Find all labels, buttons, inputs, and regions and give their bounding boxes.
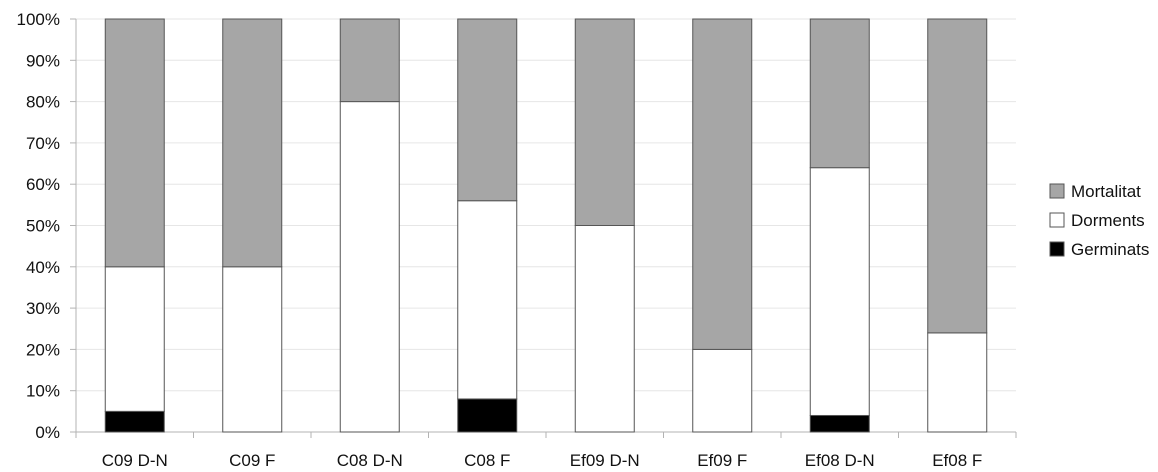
legend: Mortalitat Dorments Germinats	[1049, 182, 1149, 259]
y-tick-label: 60%	[26, 175, 60, 194]
bar-segment-dorments	[222, 266, 283, 433]
y-tick-label: 80%	[26, 93, 60, 112]
gridlines	[76, 18, 1016, 392]
x-tick-label: C09 F	[229, 451, 275, 470]
y-tick-label: 90%	[26, 51, 60, 70]
x-tick-label: C08 F	[464, 451, 510, 470]
bars	[104, 18, 988, 433]
legend-item-dorments: Dorments	[1049, 211, 1145, 230]
bar-segment-germinats	[809, 414, 870, 433]
y-tick-label: 40%	[26, 258, 60, 277]
legend-item-germinats: Germinats	[1049, 240, 1149, 259]
y-tick-label: 50%	[26, 217, 60, 236]
x-tick-labels: C09 D-N C09 F C08 D-N C08 F Ef09 D-N Ef09 F Ef…	[102, 451, 983, 470]
y-tick-label: 10%	[26, 382, 60, 401]
legend-label: Dorments	[1071, 211, 1145, 230]
legend-label: Mortalitat	[1071, 182, 1141, 201]
y-tick-label: 30%	[26, 299, 60, 318]
x-tick-label: Ef08 D-N	[805, 451, 875, 470]
x-tick-label: Ef09 F	[697, 451, 747, 470]
bar-segment-dorments	[457, 200, 518, 400]
bar-segment-dorments	[927, 332, 988, 433]
x-tick-label: Ef08 F	[932, 451, 982, 470]
y-tick-labels: 0% 10% 20% 30% 40% 50% 60% 70% 80% 90% 100%	[17, 10, 60, 442]
x-tick-label: C09 D-N	[102, 451, 168, 470]
legend-swatch	[1049, 183, 1065, 199]
x-tick-label: Ef09 D-N	[570, 451, 640, 470]
y-tick-label: 20%	[26, 340, 60, 359]
bar-segment-mortalitat	[104, 18, 165, 268]
bar-segment-dorments	[339, 101, 400, 433]
y-tick-label: 70%	[26, 134, 60, 153]
y-tick-label: 100%	[17, 10, 60, 29]
legend-item-mortalitat: Mortalitat	[1049, 182, 1141, 201]
bar-segment-dorments	[692, 348, 753, 433]
bar-segment-mortalitat	[222, 18, 283, 268]
legend-swatch	[1049, 212, 1065, 228]
bar-segment-mortalitat	[692, 18, 753, 350]
bar-segment-mortalitat	[927, 18, 988, 334]
legend-swatch	[1049, 241, 1065, 257]
bar-segment-mortalitat	[339, 18, 400, 103]
bar-segment-mortalitat	[457, 18, 518, 202]
bar-segment-mortalitat	[809, 18, 870, 169]
bar-segment-germinats	[104, 410, 165, 433]
x-tick-label: C08 D-N	[337, 451, 403, 470]
bar-segment-mortalitat	[574, 18, 635, 226]
y-tick-label: 0%	[35, 423, 60, 442]
bar-segment-dorments	[104, 266, 165, 412]
axes	[70, 18, 1017, 438]
bar-segment-dorments	[574, 225, 635, 433]
bar-segment-dorments	[809, 167, 870, 416]
bar-segment-germinats	[457, 398, 518, 433]
legend-label: Germinats	[1071, 240, 1149, 259]
